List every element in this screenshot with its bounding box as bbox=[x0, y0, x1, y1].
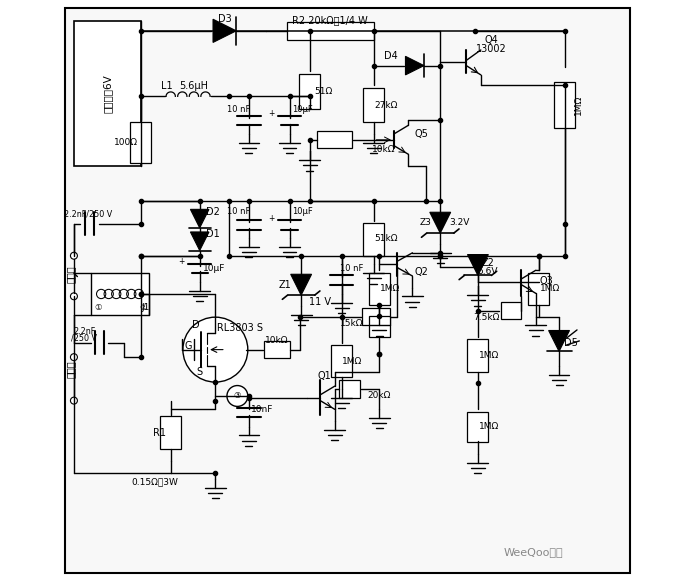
Text: Z2: Z2 bbox=[482, 258, 494, 268]
Text: 10nF: 10nF bbox=[250, 405, 273, 414]
Text: Q1: Q1 bbox=[318, 371, 332, 381]
Text: 10μF: 10μF bbox=[203, 264, 225, 273]
Text: 15kΩ: 15kΩ bbox=[341, 319, 364, 328]
Text: D2: D2 bbox=[206, 207, 220, 217]
Text: R2 20kΩ，1/4 W: R2 20kΩ，1/4 W bbox=[292, 15, 368, 25]
Bar bbox=[318, 131, 352, 149]
Text: ②: ② bbox=[140, 303, 147, 313]
Text: 10μF: 10μF bbox=[292, 105, 313, 113]
Text: 10kΩ: 10kΩ bbox=[373, 145, 395, 154]
Polygon shape bbox=[190, 232, 209, 250]
Text: S: S bbox=[196, 367, 202, 376]
Circle shape bbox=[70, 252, 77, 259]
Text: D: D bbox=[192, 320, 199, 330]
Text: +: + bbox=[178, 257, 184, 266]
Text: ①: ① bbox=[95, 303, 102, 313]
Text: 2.2nF: 2.2nF bbox=[73, 327, 95, 336]
Text: +: + bbox=[268, 109, 275, 118]
Text: 11 V: 11 V bbox=[309, 297, 331, 307]
Text: 20kΩ: 20kΩ bbox=[367, 392, 391, 400]
Circle shape bbox=[70, 354, 77, 361]
Bar bbox=[362, 308, 390, 325]
Text: J1: J1 bbox=[142, 303, 150, 313]
Bar bbox=[338, 381, 360, 398]
Bar bbox=[528, 272, 549, 305]
Text: L1: L1 bbox=[161, 81, 172, 91]
Polygon shape bbox=[548, 331, 569, 352]
Text: 10 nF: 10 nF bbox=[227, 105, 250, 113]
Text: 火线进: 火线进 bbox=[65, 266, 76, 283]
Text: 1MΩ: 1MΩ bbox=[480, 351, 500, 360]
Polygon shape bbox=[291, 274, 311, 295]
Bar bbox=[363, 88, 384, 123]
Text: 0.15Ω，3W: 0.15Ω，3W bbox=[131, 477, 179, 486]
Text: Q4: Q4 bbox=[484, 34, 498, 45]
Text: 1MΩ: 1MΩ bbox=[480, 422, 500, 431]
Text: /250 V: /250 V bbox=[72, 333, 97, 343]
Bar bbox=[369, 316, 390, 337]
Bar bbox=[264, 341, 290, 358]
Text: 100Ω: 100Ω bbox=[114, 138, 138, 147]
Circle shape bbox=[70, 293, 77, 300]
Bar bbox=[332, 345, 352, 378]
Polygon shape bbox=[405, 56, 424, 75]
Bar bbox=[369, 272, 390, 305]
Bar bbox=[555, 82, 575, 128]
Text: 2.2nF/250 V: 2.2nF/250 V bbox=[64, 210, 112, 218]
Text: Q5: Q5 bbox=[415, 129, 429, 139]
Polygon shape bbox=[213, 19, 236, 42]
Text: ③: ③ bbox=[234, 392, 241, 400]
Text: 51kΩ: 51kΩ bbox=[374, 234, 398, 243]
Text: 10μF: 10μF bbox=[292, 207, 313, 216]
Text: 系统电源6V: 系统电源6V bbox=[103, 74, 113, 113]
Polygon shape bbox=[190, 209, 209, 228]
Text: D1: D1 bbox=[206, 229, 220, 239]
Text: 1MΩ: 1MΩ bbox=[342, 357, 362, 365]
Text: 1MΩ: 1MΩ bbox=[540, 284, 560, 293]
Text: 1MΩ: 1MΩ bbox=[573, 95, 582, 115]
Text: 10kΩ: 10kΩ bbox=[265, 336, 288, 345]
Bar bbox=[468, 412, 489, 442]
Text: Q2: Q2 bbox=[415, 267, 429, 277]
Polygon shape bbox=[430, 212, 450, 233]
Text: D5: D5 bbox=[564, 338, 578, 347]
Text: 5.6V: 5.6V bbox=[477, 267, 498, 277]
Text: IRL3803 S: IRL3803 S bbox=[214, 322, 263, 332]
Bar bbox=[74, 21, 140, 166]
Text: 10 nF: 10 nF bbox=[227, 207, 250, 216]
Bar bbox=[500, 302, 521, 320]
Bar bbox=[130, 123, 151, 163]
Text: 7.5kΩ: 7.5kΩ bbox=[473, 313, 500, 322]
Bar bbox=[363, 223, 384, 256]
Bar bbox=[286, 21, 374, 40]
Text: G: G bbox=[185, 341, 193, 351]
Text: 3.2V: 3.2V bbox=[449, 218, 470, 227]
Text: R1: R1 bbox=[153, 428, 165, 437]
Bar bbox=[468, 339, 489, 372]
Bar bbox=[161, 416, 181, 449]
Circle shape bbox=[70, 397, 77, 404]
Bar bbox=[91, 273, 149, 315]
Bar bbox=[300, 74, 320, 109]
Text: +: + bbox=[268, 214, 275, 223]
Text: D4: D4 bbox=[384, 51, 398, 62]
Polygon shape bbox=[468, 254, 489, 275]
Text: 火线出: 火线出 bbox=[65, 360, 76, 378]
Text: 5.6μH: 5.6μH bbox=[179, 81, 208, 91]
Text: 51Ω: 51Ω bbox=[314, 87, 332, 96]
Text: 1MΩ: 1MΩ bbox=[380, 284, 400, 293]
Text: Q3: Q3 bbox=[539, 276, 553, 286]
Text: Z3: Z3 bbox=[420, 218, 432, 227]
Text: 27kΩ: 27kΩ bbox=[374, 101, 398, 110]
Text: Z1: Z1 bbox=[279, 279, 291, 290]
Circle shape bbox=[227, 386, 248, 407]
Text: WeeQoo维库: WeeQoo维库 bbox=[503, 547, 563, 558]
Circle shape bbox=[183, 317, 248, 382]
Text: 10 nF: 10 nF bbox=[341, 264, 363, 273]
Text: D3: D3 bbox=[218, 15, 231, 24]
Text: 13002: 13002 bbox=[476, 44, 507, 54]
